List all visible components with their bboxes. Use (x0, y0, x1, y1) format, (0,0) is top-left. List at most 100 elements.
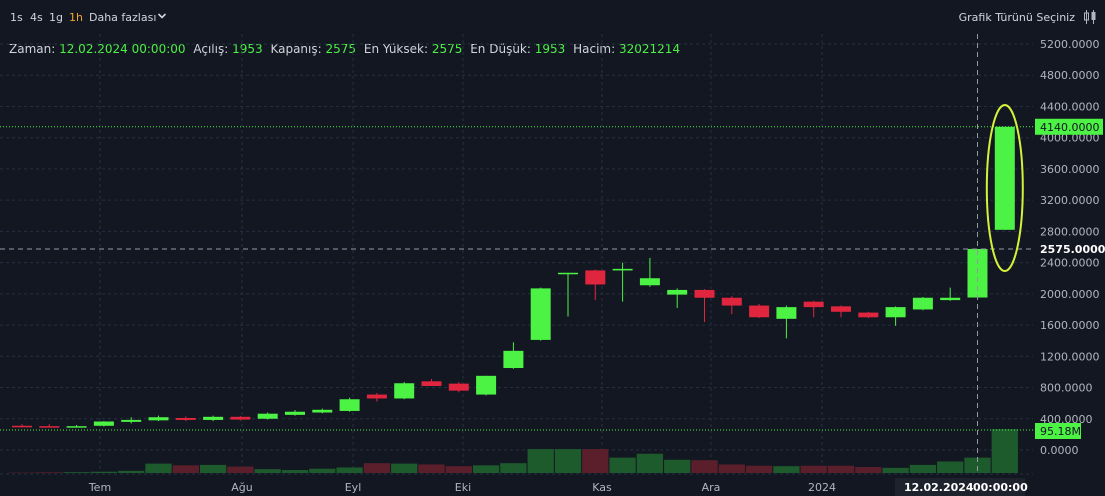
volume-bar (336, 467, 363, 473)
candle-body (831, 306, 851, 312)
last-price-badge (1035, 118, 1103, 135)
volume-bar (718, 464, 745, 473)
candle-body (530, 288, 551, 340)
volume-bar (527, 449, 554, 473)
y-tick-label: 800.0000 (1040, 382, 1093, 395)
y-tick-label: 1600.0000 (1040, 319, 1100, 332)
volume-label: Hacim: (573, 42, 616, 56)
volume-bar (609, 457, 636, 473)
volume-last-badge (1035, 423, 1081, 439)
y-tick-label: 3600.0000 (1040, 163, 1100, 176)
crosshair-date-label: 12.02.2024 (904, 481, 974, 494)
volume-bar (500, 463, 527, 473)
volume-bar (281, 470, 309, 473)
candle-body (585, 270, 606, 285)
volume-bar (582, 449, 609, 473)
time-value: 12.02.2024 00:00:00 (59, 42, 186, 56)
crosshair-price-label: 2575.0000 (1040, 243, 1105, 256)
candle-body (421, 381, 442, 386)
volume-bar (937, 461, 964, 473)
candle-body (749, 305, 770, 318)
low-value: 1953 (534, 42, 566, 56)
more-timeframes-button[interactable]: Daha fazlası (89, 11, 157, 24)
candle-body (776, 307, 797, 319)
candle-body (121, 419, 142, 422)
candle-body (858, 312, 879, 318)
candle-body (312, 409, 333, 413)
volume-bar (745, 465, 773, 473)
candle-body (803, 301, 824, 308)
volume-bar (445, 466, 472, 473)
chevron-down-icon[interactable] (157, 11, 167, 24)
y-tick-label: 2400.0000 (1040, 257, 1100, 270)
candle-body (940, 297, 961, 301)
volume-bar (909, 464, 937, 473)
crosshair-time-badge (895, 478, 1025, 496)
y-tick-label: 3200.0000 (1040, 194, 1100, 207)
candle-body (503, 350, 524, 369)
chart-type-button[interactable]: Grafik Türünü Seçiniz (958, 11, 1075, 24)
crosshair-price-badge (1035, 240, 1103, 257)
candle-body (394, 383, 415, 399)
candle-body (39, 426, 60, 428)
last-price-label: 4140.0000 (1040, 121, 1100, 134)
y-tick-label: 2800.0000 (1040, 225, 1100, 238)
timeframe-1s[interactable]: 1s (10, 11, 23, 24)
open-label: Açılış: (193, 42, 229, 56)
y-tick-label: 4000.0000 (1040, 132, 1100, 145)
candle-body (967, 248, 988, 298)
volume-bar (691, 460, 718, 473)
timeframe-1h[interactable]: 1h (69, 11, 83, 24)
volume-bar (882, 467, 909, 473)
candle-body (203, 416, 224, 420)
candlestick-icon[interactable] (1083, 9, 1097, 29)
volume-last-label: 95.18M (1040, 425, 1081, 438)
volume-bar (391, 463, 418, 473)
x-tick-label: Ağu (231, 481, 252, 494)
candle-body (93, 421, 114, 426)
x-tick-label: Tem (88, 481, 111, 494)
close-value: 2575 (325, 42, 357, 56)
high-label: En Yüksek: (363, 42, 429, 56)
x-tick-label: Kas (592, 481, 612, 494)
time-label: Zaman: (9, 42, 56, 56)
candle-body (175, 417, 196, 420)
candle-body (639, 278, 660, 286)
volume-value: 32021214 (619, 42, 681, 56)
timeframe-1g[interactable]: 1g (49, 11, 63, 24)
timeframe-4s[interactable]: 4s (30, 11, 43, 24)
candle-body (721, 297, 742, 306)
volume-bar (964, 457, 991, 473)
volume-bar (554, 449, 582, 473)
volume-bar (36, 472, 63, 473)
y-tick-label: 4800.0000 (1040, 69, 1100, 82)
candle-body (66, 426, 87, 428)
candle-body (148, 417, 169, 421)
volume-bar (800, 465, 827, 473)
volume-bar (472, 465, 500, 473)
volume-bar (827, 465, 855, 473)
candle-body (230, 416, 251, 420)
volume-bar (199, 464, 227, 473)
candle-body (448, 383, 469, 391)
close-label: Kapanış: (270, 42, 322, 56)
candle-body (885, 307, 906, 318)
x-tick-label: Eyl (345, 481, 362, 494)
volume-bar (636, 453, 664, 473)
volume-bar (63, 472, 90, 473)
volume-bar (773, 466, 800, 473)
x-tick-label: 2024 (808, 481, 836, 494)
candle-body (912, 297, 933, 310)
highlight-ellipse (985, 104, 1024, 272)
volume-bar (363, 463, 391, 473)
candle-body (12, 425, 32, 428)
volume-bar (254, 469, 281, 473)
volume-bar (118, 470, 145, 473)
toolbar: 1s 4s 1g 1h Daha fazlası Grafik Türünü S… (0, 0, 1105, 34)
x-tick-label: Eki (455, 481, 471, 494)
open-value: 1953 (232, 42, 263, 56)
volume-bar (227, 466, 254, 473)
volume-bar (145, 463, 172, 473)
volume-bar (418, 464, 445, 473)
